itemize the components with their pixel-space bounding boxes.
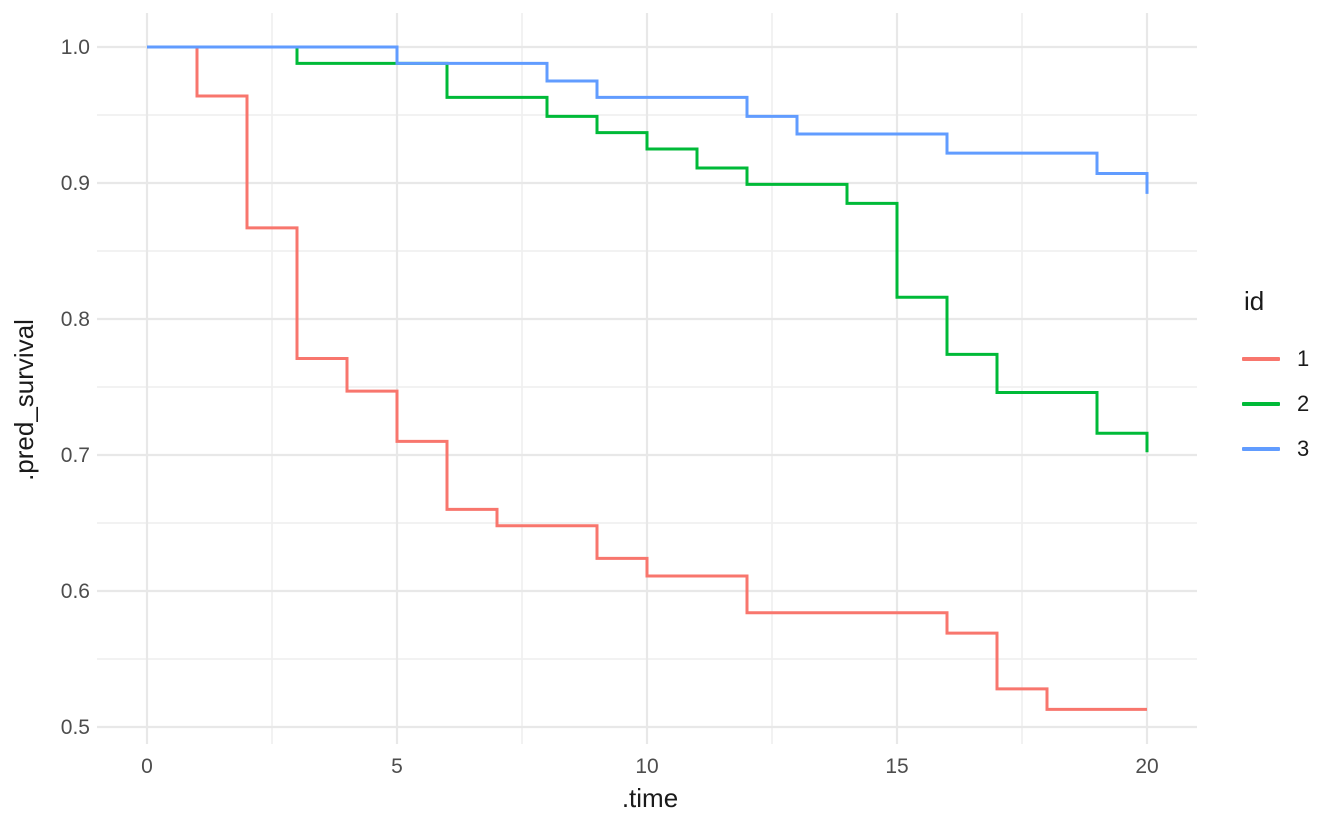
series-line-1 <box>147 45 1147 711</box>
legend-label: 2 <box>1297 391 1310 416</box>
y-tick-label: 1.0 <box>61 36 90 59</box>
x-tick-label: 0 <box>141 755 153 778</box>
y-tick-label: 0.7 <box>61 444 90 467</box>
legend-entry-1: 1 <box>1242 346 1342 371</box>
x-tick-label: 20 <box>1135 755 1158 778</box>
legend-entries: 1 2 3 <box>1242 346 1342 461</box>
series-line-3 <box>147 45 1149 194</box>
y-tick-label: 0.5 <box>61 716 90 739</box>
legend-swatch-3 <box>1242 447 1280 451</box>
x-tick-label: 15 <box>885 755 908 778</box>
legend-label: 1 <box>1297 346 1310 371</box>
grid-major-lines <box>97 13 1197 744</box>
axis-tick-labels: 0.5 0.6 0.7 0.8 0.9 1.0 0 5 10 15 20 <box>61 36 1159 778</box>
x-tick-label: 5 <box>391 755 403 778</box>
x-axis-title: .time <box>622 783 678 813</box>
y-tick-label: 0.9 <box>61 172 90 195</box>
y-axis-title: .pred_survival <box>9 319 39 481</box>
x-tick-label: 10 <box>635 755 658 778</box>
legend: id 1 2 3 <box>1242 286 1342 461</box>
y-tick-label: 0.6 <box>61 580 90 603</box>
y-tick-label: 0.8 <box>61 308 90 331</box>
legend-title: id <box>1244 286 1265 316</box>
legend-swatch-2 <box>1242 402 1280 406</box>
series-line-2 <box>147 45 1149 453</box>
legend-label: 3 <box>1297 436 1310 461</box>
legend-entry-2: 2 <box>1242 391 1342 416</box>
series-step-lines <box>147 45 1149 711</box>
legend-entry-3: 3 <box>1242 436 1342 461</box>
legend-swatch-1 <box>1242 357 1280 361</box>
